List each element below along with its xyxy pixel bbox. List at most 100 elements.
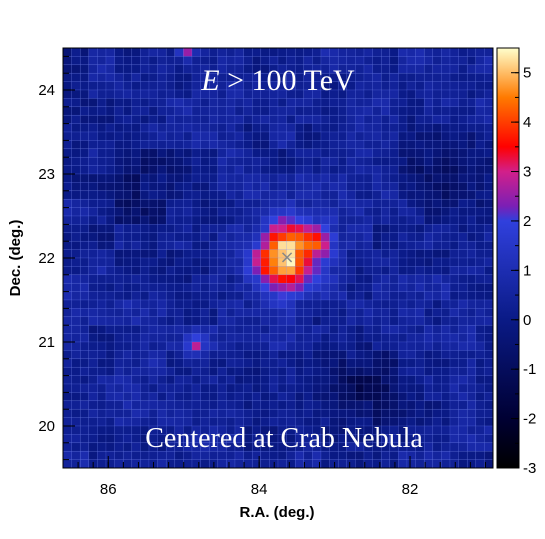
x-tick-label: 82 [402, 481, 419, 498]
heatmap-cell [234, 341, 244, 351]
heatmap-cell [406, 383, 416, 393]
heatmap-cell [312, 98, 322, 108]
heatmap-cell [88, 182, 98, 192]
heatmap-cell [208, 215, 219, 225]
heatmap-cell [183, 207, 193, 217]
heatmap-cell [148, 291, 158, 301]
heatmap-cell [389, 324, 399, 334]
heatmap-cell [191, 64, 201, 74]
heatmap-cell [475, 400, 485, 410]
heatmap-cell [286, 408, 296, 418]
heatmap-cell [105, 341, 115, 351]
heatmap-cell [191, 282, 201, 292]
heatmap-cell [466, 333, 477, 343]
heatmap-cell [269, 341, 279, 351]
heatmap-cell [165, 106, 176, 116]
heatmap-cell [355, 274, 365, 284]
heatmap-cell [122, 173, 133, 183]
heatmap-cell [277, 333, 287, 343]
heatmap-cell [363, 81, 373, 91]
heatmap-cell [449, 190, 459, 200]
heatmap-cell [346, 350, 356, 360]
heatmap-cell [140, 459, 150, 469]
heatmap-cell [122, 198, 133, 208]
heatmap-cell [71, 81, 81, 91]
heatmap-cell [423, 316, 434, 326]
heatmap-cell [355, 408, 365, 418]
heatmap-cell [260, 232, 270, 242]
heatmap-cell [269, 207, 279, 217]
heatmap-cell [346, 274, 356, 284]
heatmap-cell [458, 417, 468, 427]
heatmap-cell [251, 165, 262, 175]
heatmap-cell [346, 215, 356, 225]
heatmap-cell [303, 207, 313, 217]
heatmap-cell [88, 291, 98, 301]
heatmap-cell [346, 257, 356, 267]
heatmap-cell [200, 291, 210, 301]
heatmap-cell [165, 47, 176, 57]
heatmap-cell [320, 156, 330, 166]
heatmap-cell [380, 366, 391, 376]
heatmap-cell [122, 291, 133, 301]
heatmap-cell [208, 173, 219, 183]
heatmap-cell [337, 358, 348, 368]
heatmap-cell [243, 224, 253, 234]
heatmap-cell [432, 156, 442, 166]
heatmap-cell [183, 173, 193, 183]
heatmap-cell [423, 442, 434, 452]
heatmap-cell [148, 56, 158, 66]
heatmap-cell [217, 282, 227, 292]
heatmap-cell [286, 392, 296, 402]
heatmap-cell [312, 266, 322, 276]
heatmap-cell [97, 72, 107, 82]
heatmap-cell [234, 215, 244, 225]
heatmap-cell [191, 375, 201, 385]
heatmap-cell [415, 383, 425, 393]
heatmap-cell [406, 140, 416, 150]
heatmap-cell [243, 173, 253, 183]
heatmap-cell [277, 131, 287, 141]
heatmap-cell [406, 392, 416, 402]
heatmap-cell [208, 341, 219, 351]
heatmap-cell [88, 316, 98, 326]
heatmap-cell [423, 156, 434, 166]
heatmap-cell [122, 47, 133, 57]
heatmap-cell [174, 64, 184, 74]
heatmap-cell [363, 232, 373, 242]
heatmap-cell [355, 131, 365, 141]
heatmap-cell [380, 131, 391, 141]
heatmap-cell [415, 89, 425, 99]
heatmap-cell [131, 56, 141, 66]
heatmap-cell [286, 114, 296, 124]
heatmap-cell [97, 131, 107, 141]
heatmap-cell [363, 350, 373, 360]
heatmap-cell [415, 232, 425, 242]
heatmap-cell [174, 240, 184, 250]
heatmap-cell [423, 366, 434, 376]
heatmap-cell [337, 165, 348, 175]
heatmap-cell [234, 392, 244, 402]
heatmap-cell [260, 358, 270, 368]
heatmap-cell [337, 408, 348, 418]
heatmap-cell [226, 148, 236, 158]
heatmap-cell [372, 106, 382, 116]
heatmap-cell [303, 358, 313, 368]
heatmap-cell [226, 114, 236, 124]
heatmap-cell [389, 198, 399, 208]
heatmap-cell [174, 148, 184, 158]
heatmap-cell [466, 324, 477, 334]
heatmap-cell [363, 316, 373, 326]
heatmap-cell [466, 106, 477, 116]
heatmap-cell [449, 64, 459, 74]
heatmap-cell [88, 400, 98, 410]
heatmap-cell [441, 173, 451, 183]
heatmap-cell [449, 114, 459, 124]
heatmap-cell [131, 156, 141, 166]
heatmap-cell [114, 400, 124, 410]
heatmap-cell [217, 165, 227, 175]
heatmap-cell [346, 148, 356, 158]
heatmap-cell [449, 291, 459, 301]
heatmap-cell [346, 232, 356, 242]
heatmap-cell [114, 72, 124, 82]
